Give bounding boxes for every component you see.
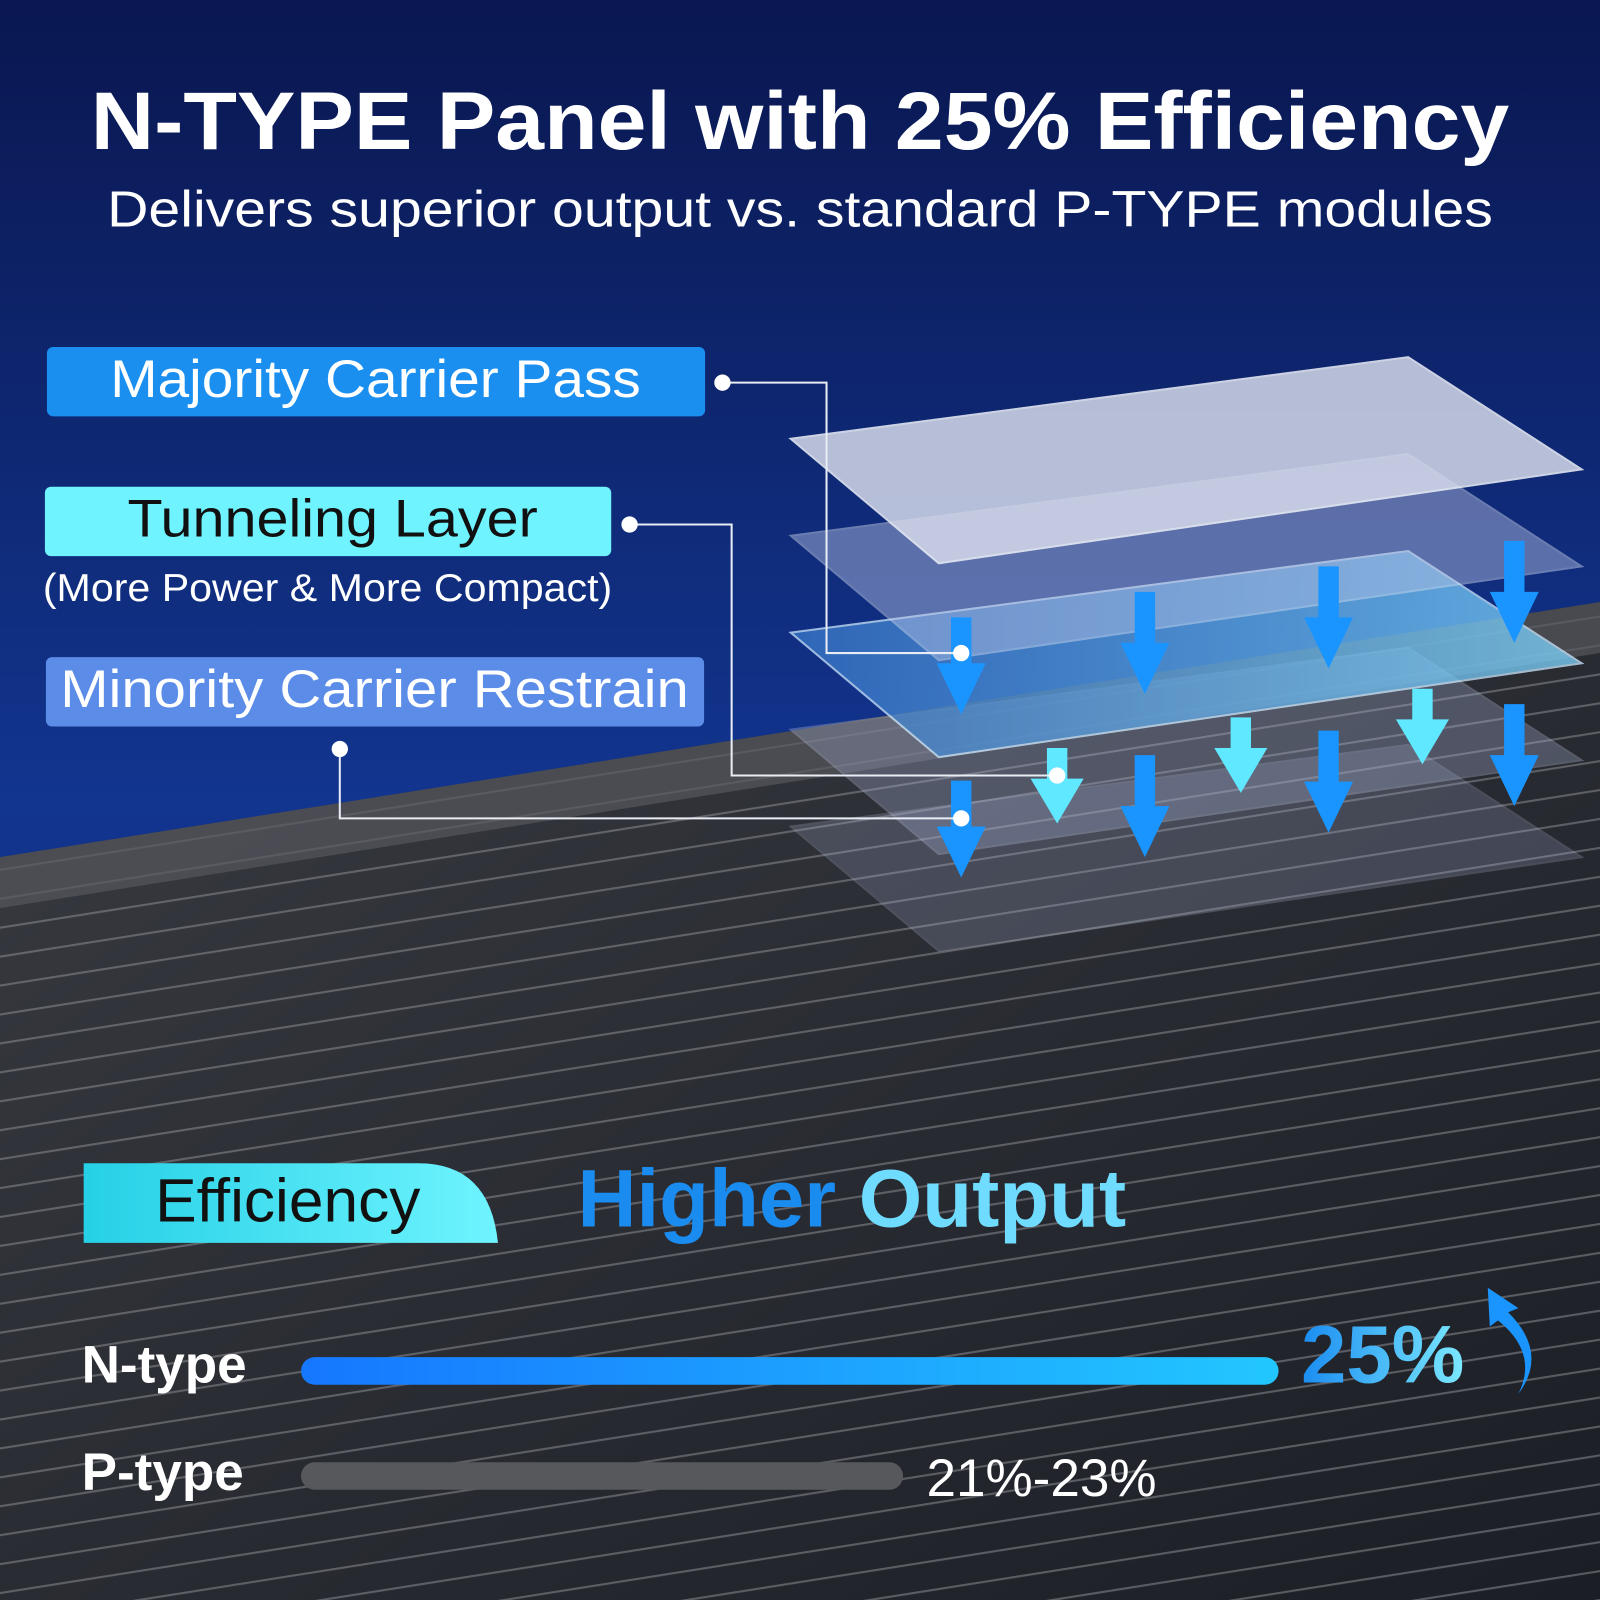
subtitle: Delivers superior output vs. standard P-… xyxy=(107,181,1493,238)
row-label: N-type xyxy=(82,1336,247,1395)
label-box xyxy=(45,657,705,727)
connector-dots xyxy=(331,374,1066,827)
row-value: 25% xyxy=(1301,1310,1464,1401)
layer-label: Majority Carrier Pass xyxy=(110,350,641,409)
efficiency-tag: Efficiency xyxy=(155,1166,421,1234)
up-arrow xyxy=(1487,1287,1532,1394)
label-box xyxy=(46,346,706,417)
headline-word: Output xyxy=(859,1154,1126,1245)
headline-word: Higher xyxy=(578,1154,837,1245)
connectors xyxy=(338,381,1058,820)
label-box xyxy=(44,486,612,557)
title: N-TYPE Panel with 25% Efficiency xyxy=(91,76,1509,167)
layer-label: Minority Carrier Restrain xyxy=(60,660,689,719)
layer-stack xyxy=(788,356,1585,953)
n-type-bar xyxy=(301,1357,1279,1385)
p-type-bar xyxy=(301,1462,904,1490)
row-value: 21%-23% xyxy=(927,1449,1157,1508)
layer-label: Tunneling Layer xyxy=(128,490,538,549)
efficiency-tab xyxy=(83,1163,498,1243)
solar-panel xyxy=(0,602,1600,1600)
headline: Higher Output xyxy=(578,1154,1127,1245)
layer-note: (More Power & More Compact) xyxy=(43,567,612,610)
row-label: P-type xyxy=(82,1443,244,1502)
